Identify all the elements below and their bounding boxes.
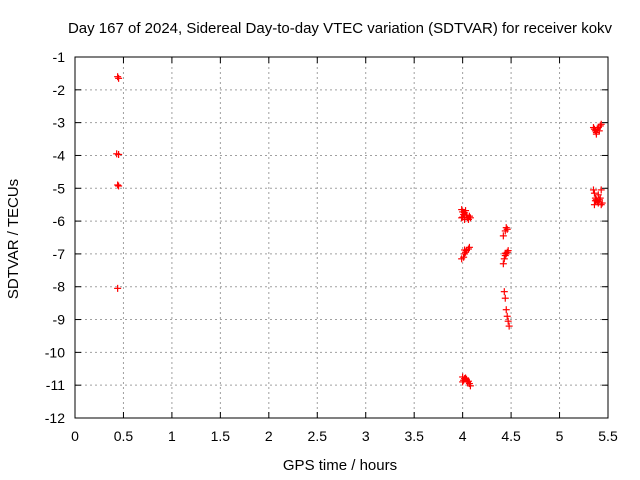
data-point [594,191,602,199]
data-point [501,294,509,302]
data-point [597,186,605,194]
data-point [465,243,473,251]
data-point [597,120,605,128]
data-point [464,245,472,253]
data-point [461,246,469,254]
grid [75,57,608,418]
axis-ticks [74,56,609,419]
x-tick-label: 3 [362,428,370,444]
data-point [504,317,512,325]
data-point [598,199,606,207]
x-tick-label: 4.5 [501,428,521,444]
y-tick-label: -9 [53,312,66,328]
data-point [466,214,474,222]
data-point [114,181,122,189]
y-tick-label: -7 [53,246,66,262]
tick-labels: 0 0.5 1 1.5 2 2.5 3 3.5 4 4.5 5 5.5 -1 -2 -3 -4 -5 -6 -7 -8… [45,49,618,444]
data-point [500,288,508,296]
data-point [502,306,510,314]
data-point [591,197,599,205]
data-points [113,73,606,390]
x-tick-label: 1.5 [211,428,231,444]
y-tick-label: -10 [45,344,65,360]
data-point [597,201,605,209]
x-axis-label: GPS time / hours [283,457,397,474]
y-tick-label: -1 [53,49,66,65]
y-tick-label: -2 [53,82,66,98]
x-tick-label: 2 [265,428,273,444]
data-point [501,249,509,257]
chart-title: Day 167 of 2024, Sidereal Day-to-day VTE… [68,20,613,37]
x-tick-label: 3.5 [404,428,424,444]
data-point [499,232,507,240]
data-point [596,122,604,130]
x-tick-label: 1 [168,428,176,444]
data-point [590,201,598,209]
data-point [458,214,466,222]
data-point [499,260,507,268]
y-tick-label: -5 [53,180,66,196]
data-point [114,73,122,81]
data-point [115,182,123,190]
data-point [592,130,600,138]
data-point [466,382,474,390]
data-point [502,224,510,232]
x-tick-label: 0 [71,428,79,444]
data-point [462,207,470,215]
data-point [459,378,467,386]
data-point [500,255,508,263]
data-point [503,225,511,233]
x-tick-label: 5.5 [598,428,618,444]
data-point [503,312,511,320]
y-tick-label: -4 [53,147,66,163]
x-tick-label: 0.5 [114,428,134,444]
y-tick-label: -12 [45,410,65,426]
x-tick-label: 2.5 [308,428,328,444]
data-point [114,284,122,292]
data-point [505,322,513,330]
data-point [465,212,473,220]
y-tick-label: -3 [53,115,66,131]
x-tick-label: 5 [556,428,564,444]
y-tick-label: -8 [53,279,66,295]
y-tick-label: -11 [46,377,65,393]
x-tick-label: 4 [459,428,467,444]
y-axis-label: SDTVAR / TECUs [5,179,22,299]
data-point [115,150,123,158]
y-tick-label: -6 [53,213,66,229]
data-point [115,74,123,82]
data-point [589,186,597,194]
data-point [590,189,598,197]
plot-frame [74,56,609,419]
data-point [460,253,468,261]
